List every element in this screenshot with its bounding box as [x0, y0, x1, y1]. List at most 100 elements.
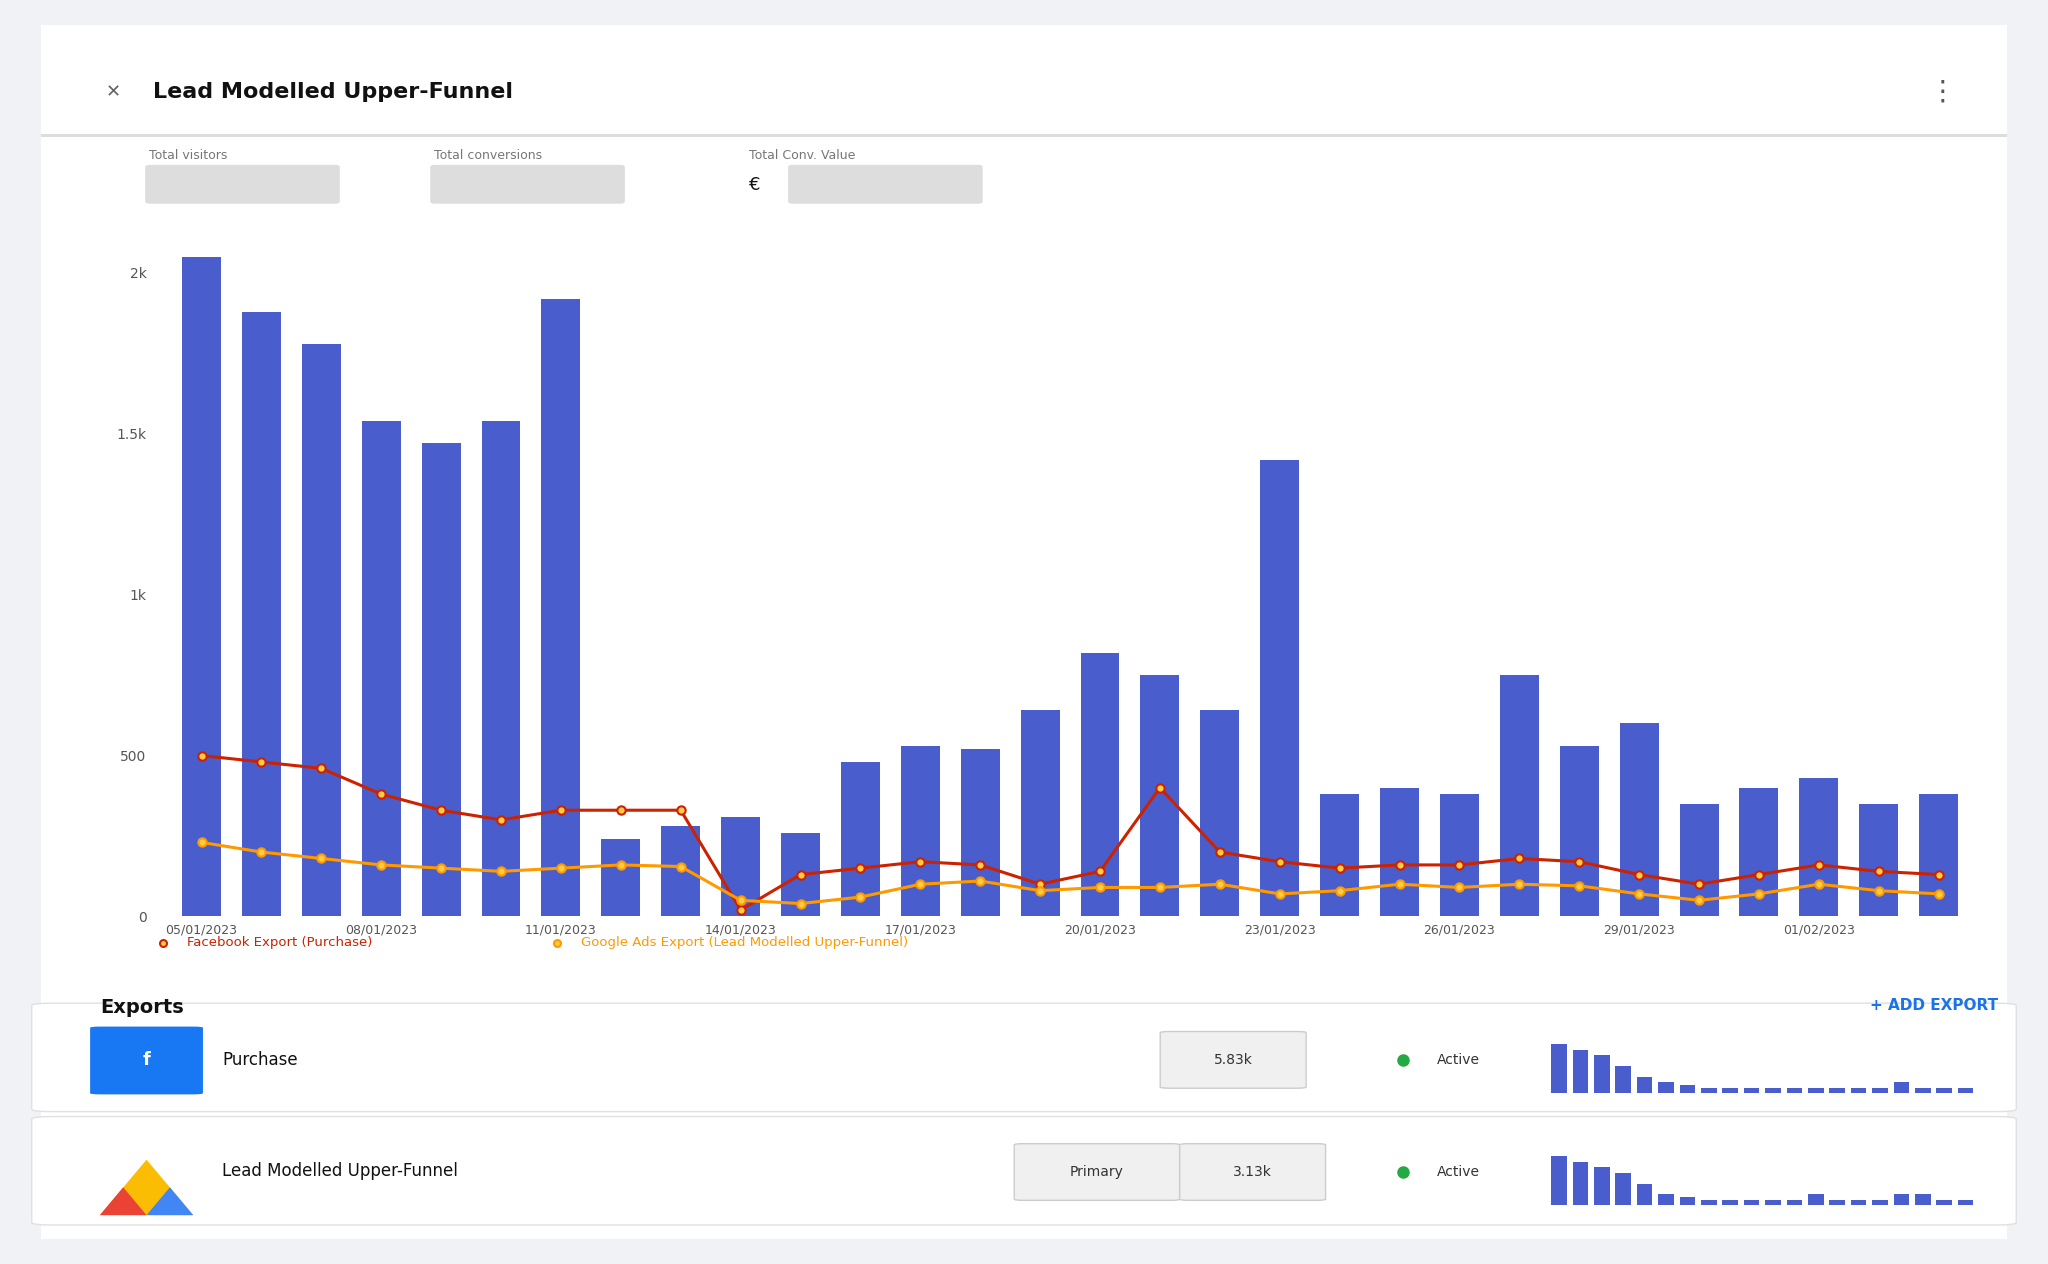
FancyBboxPatch shape	[1014, 1144, 1180, 1201]
Bar	[1561, 746, 1599, 916]
Text: Facebook Export (Purchase): Facebook Export (Purchase)	[186, 937, 373, 949]
Bar	[1919, 794, 1958, 916]
Bar	[1081, 652, 1120, 916]
Bar	[1851, 1200, 1866, 1206]
FancyBboxPatch shape	[33, 1004, 2015, 1111]
Bar	[1894, 1082, 1909, 1093]
Bar	[1765, 1200, 1782, 1206]
Bar	[1702, 1088, 1716, 1093]
Bar	[1200, 710, 1239, 916]
Bar	[1872, 1200, 1888, 1206]
FancyBboxPatch shape	[788, 164, 983, 204]
Bar	[1616, 1173, 1630, 1206]
Bar	[1722, 1200, 1739, 1206]
Bar	[1593, 1055, 1610, 1093]
Bar	[1702, 1200, 1716, 1206]
Bar	[1808, 1088, 1823, 1093]
Polygon shape	[147, 1187, 193, 1215]
Text: Total Conv. Value: Total Conv. Value	[750, 149, 856, 162]
Text: ⋮: ⋮	[1929, 78, 1956, 106]
Bar	[721, 817, 760, 916]
Bar	[1550, 1044, 1567, 1093]
Bar	[1499, 675, 1538, 916]
Bar	[1020, 710, 1059, 916]
Text: 5.83k: 5.83k	[1214, 1053, 1253, 1067]
Bar	[901, 746, 940, 916]
Bar	[1958, 1200, 1974, 1206]
Bar	[1765, 1088, 1782, 1093]
FancyBboxPatch shape	[33, 1116, 2015, 1225]
Bar	[1786, 1200, 1802, 1206]
Bar	[1636, 1183, 1653, 1206]
Bar	[780, 833, 819, 916]
Bar	[1659, 1194, 1673, 1206]
Bar	[422, 444, 461, 916]
Bar	[1550, 1157, 1567, 1206]
Bar	[362, 421, 401, 916]
Bar	[1786, 1088, 1802, 1093]
Text: f: f	[143, 1052, 150, 1069]
Bar	[1739, 787, 1778, 916]
Text: Lead Modelled Upper-Funnel: Lead Modelled Upper-Funnel	[223, 1162, 459, 1179]
Text: Lead Modelled Upper-Funnel: Lead Modelled Upper-Funnel	[154, 82, 514, 102]
Text: €: €	[750, 177, 760, 195]
Text: Primary: Primary	[1069, 1165, 1124, 1179]
Text: Purchase: Purchase	[223, 1052, 299, 1069]
Bar	[1573, 1050, 1589, 1093]
Bar	[1141, 675, 1180, 916]
Polygon shape	[100, 1159, 193, 1215]
Text: Total visitors: Total visitors	[150, 149, 227, 162]
Bar	[1894, 1194, 1909, 1206]
Text: Total conversions: Total conversions	[434, 149, 543, 162]
Text: Exports: Exports	[100, 999, 184, 1018]
Bar	[1679, 804, 1718, 916]
Bar	[1593, 1168, 1610, 1206]
Bar	[1620, 723, 1659, 916]
Bar	[1860, 804, 1898, 916]
Bar	[301, 344, 340, 916]
Bar	[1915, 1088, 1931, 1093]
Bar	[842, 762, 881, 916]
Bar	[1937, 1200, 1952, 1206]
Bar	[1958, 1088, 1974, 1093]
Text: Active: Active	[1436, 1053, 1479, 1067]
Bar	[1679, 1085, 1696, 1093]
Text: 3.13k: 3.13k	[1233, 1165, 1272, 1179]
Text: Google Ads Export (Lead Modelled Upper-Funnel): Google Ads Export (Lead Modelled Upper-F…	[582, 937, 907, 949]
FancyBboxPatch shape	[1159, 1031, 1307, 1088]
Bar	[1800, 779, 1839, 916]
Bar	[1745, 1200, 1759, 1206]
FancyBboxPatch shape	[1180, 1144, 1325, 1201]
FancyBboxPatch shape	[430, 164, 625, 204]
Bar	[1722, 1088, 1739, 1093]
Bar	[1937, 1088, 1952, 1093]
Bar	[1573, 1162, 1589, 1206]
Bar	[1260, 460, 1298, 916]
Bar	[182, 257, 221, 916]
Text: + ADD EXPORT: + ADD EXPORT	[1870, 999, 1999, 1014]
Bar	[1616, 1066, 1630, 1093]
Bar	[1679, 1197, 1696, 1206]
Bar	[1915, 1194, 1931, 1206]
Bar	[242, 311, 281, 916]
Bar	[481, 421, 520, 916]
Bar	[1636, 1077, 1653, 1093]
FancyBboxPatch shape	[90, 1026, 203, 1095]
Bar	[602, 839, 641, 916]
FancyBboxPatch shape	[145, 164, 340, 204]
Bar	[1321, 794, 1360, 916]
Text: ✕: ✕	[106, 83, 121, 101]
FancyBboxPatch shape	[31, 19, 2017, 1245]
Polygon shape	[100, 1187, 147, 1215]
Bar	[1808, 1194, 1823, 1206]
Bar	[1380, 787, 1419, 916]
Bar	[541, 298, 580, 916]
Bar	[1829, 1088, 1845, 1093]
Bar	[961, 750, 999, 916]
Bar	[662, 827, 700, 916]
Bar	[1440, 794, 1479, 916]
Bar	[1872, 1088, 1888, 1093]
Bar	[1829, 1200, 1845, 1206]
Bar	[1745, 1088, 1759, 1093]
Bar	[41, 134, 2007, 137]
